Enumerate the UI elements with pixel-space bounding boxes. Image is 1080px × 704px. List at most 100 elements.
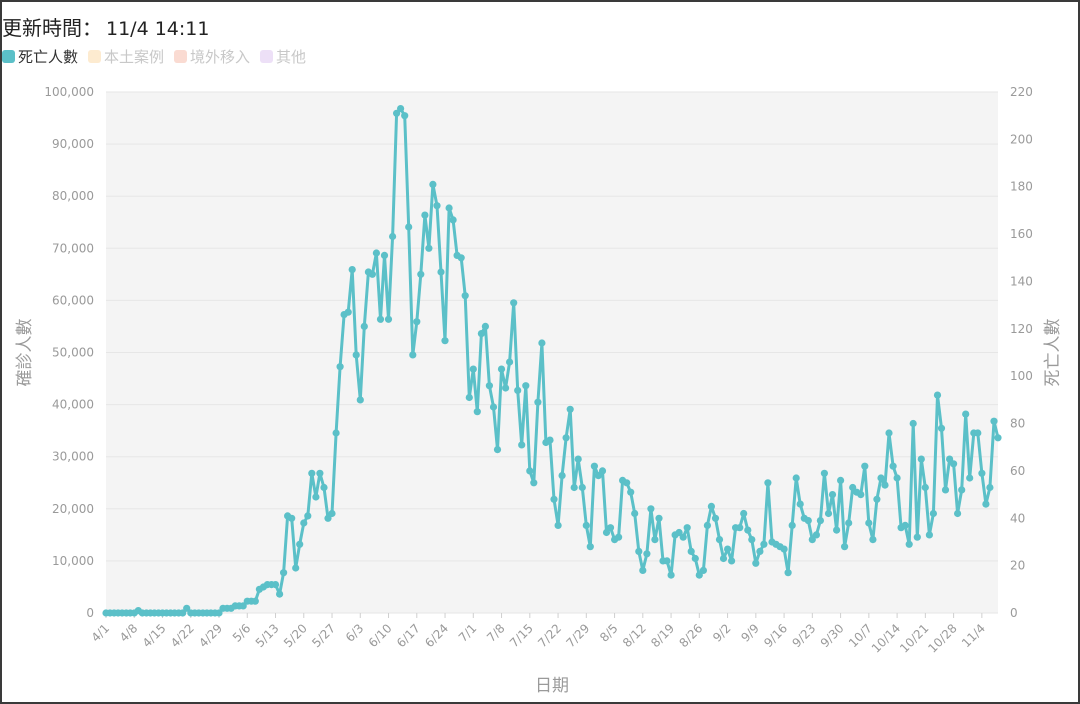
- data-point: [489, 403, 498, 411]
- data-point: [954, 509, 962, 518]
- data-point: [300, 519, 308, 527]
- y-left-tick-label: 50,000: [52, 346, 94, 360]
- data-point: [675, 528, 683, 537]
- data-point: [647, 505, 655, 513]
- data-point: [808, 536, 816, 544]
- data-point: [873, 495, 881, 503]
- data-point: [308, 469, 316, 477]
- data-point: [320, 483, 328, 492]
- data-point: [905, 540, 913, 548]
- legend-swatch-imported-cases: [174, 50, 188, 63]
- data-point: [901, 521, 909, 530]
- data-point: [397, 105, 405, 113]
- y-left-tick-label: 100,000: [44, 85, 94, 99]
- data-point: [929, 509, 938, 518]
- legend-item-other[interactable]: 其他: [260, 46, 306, 67]
- data-point: [986, 483, 994, 492]
- data-point: [384, 315, 393, 323]
- data-point: [804, 517, 812, 525]
- data-point: [695, 571, 703, 579]
- data-point: [437, 268, 445, 276]
- data-point: [586, 543, 594, 551]
- legend-swatch-deaths: [2, 50, 15, 63]
- x-tick-label: 6/24: [422, 621, 451, 650]
- data-point: [857, 491, 865, 499]
- data-point: [558, 472, 566, 480]
- legend-label-imported-cases: 境外移入: [190, 48, 251, 66]
- data-point: [469, 365, 477, 373]
- data-point: [958, 486, 966, 494]
- data-point: [179, 609, 187, 617]
- data-point: [643, 550, 651, 558]
- data-point: [324, 514, 332, 522]
- x-tick-label: 4/29: [196, 621, 225, 650]
- y-right-tick-label: 0: [1010, 606, 1018, 620]
- data-point: [796, 500, 804, 508]
- data-point: [837, 476, 845, 484]
- data-point: [623, 479, 631, 487]
- data-point: [401, 112, 409, 120]
- data-point: [389, 232, 397, 241]
- data-point: [546, 436, 554, 444]
- data-point: [760, 540, 768, 548]
- data-point: [824, 509, 833, 518]
- x-tick-label: 4/1: [89, 621, 113, 645]
- x-tick-label: 9/16: [761, 621, 790, 650]
- data-point: [663, 557, 671, 565]
- data-point: [578, 483, 586, 492]
- legend-item-imported-cases[interactable]: 境外移入: [174, 46, 250, 67]
- data-point: [534, 398, 542, 406]
- legend-item-deaths[interactable]: 死亡人數: [2, 46, 78, 67]
- legend-item-local-cases[interactable]: 本土案例: [88, 46, 164, 67]
- x-tick-label: 4/15: [140, 621, 169, 650]
- data-point: [380, 251, 389, 259]
- data-point: [845, 519, 853, 527]
- x-tick-label: 7/8: [484, 621, 508, 645]
- data-point: [506, 358, 514, 366]
- data-point: [937, 424, 946, 432]
- data-point: [372, 249, 380, 257]
- data-point: [356, 396, 364, 404]
- data-point: [215, 609, 223, 617]
- data-point: [788, 521, 796, 530]
- update-time-header: 更新時間： 11/4 14:11: [2, 12, 209, 41]
- data-point: [941, 486, 950, 494]
- data-point: [784, 569, 792, 577]
- data-point: [251, 597, 259, 605]
- data-point: [493, 446, 502, 454]
- data-point: [312, 493, 320, 501]
- legend-label-other: 其他: [276, 48, 307, 66]
- x-tick-label: 10/28: [925, 621, 959, 655]
- data-point: [271, 581, 280, 589]
- data-point: [667, 571, 675, 579]
- data-point: [530, 479, 538, 487]
- y-right-tick-label: 80: [1010, 417, 1025, 431]
- x-tick-label: 7/22: [535, 621, 564, 650]
- data-point: [594, 472, 603, 480]
- data-point: [683, 524, 691, 532]
- update-time-label: 更新時間：: [2, 16, 102, 40]
- data-point: [748, 536, 756, 544]
- data-point: [566, 405, 574, 413]
- x-tick-label: 11/4: [959, 621, 988, 650]
- x-tick-label: 6/3: [343, 621, 367, 645]
- data-point: [348, 266, 356, 274]
- data-point: [328, 509, 336, 518]
- data-point: [925, 531, 934, 539]
- data-point: [457, 254, 465, 262]
- data-point: [288, 514, 296, 522]
- data-point: [606, 524, 615, 532]
- data-point: [449, 216, 457, 224]
- data-point: [740, 509, 748, 518]
- legend-label-local-cases: 本土案例: [104, 48, 165, 66]
- data-point: [538, 339, 546, 347]
- data-point: [550, 495, 558, 503]
- y-right-tick-label: 20: [1010, 559, 1025, 573]
- data-point: [994, 434, 1002, 442]
- x-tick-label: 7/1: [456, 621, 480, 645]
- data-point: [514, 386, 522, 394]
- data-point: [570, 483, 578, 492]
- data-point: [780, 545, 788, 553]
- data-point: [703, 521, 712, 530]
- y-right-tick-label: 120: [1010, 322, 1033, 336]
